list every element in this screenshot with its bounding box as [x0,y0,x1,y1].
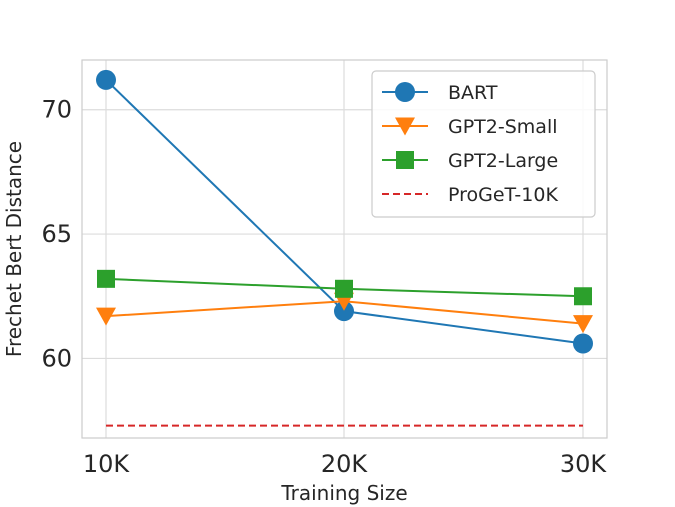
legend-marker [396,151,414,169]
y-tick-label: 70 [41,96,72,124]
x-tick-label: 20K [321,450,369,478]
series-bart [96,69,593,354]
legend-label: GPT2-Small [448,116,558,138]
data-point [573,315,593,334]
plot-area-frame [81,59,608,439]
legend-item: GPT2-Large [382,150,558,172]
legend-label: GPT2-Large [448,150,558,172]
legend-marker [395,82,415,102]
data-point [335,279,353,298]
data-point [574,287,592,306]
x-axis-label: Training Size [280,481,407,505]
x-tick-label: 10K [83,450,131,478]
data-point [97,269,115,288]
legend: BART GPT2-Small GPT2-Large ProGeT-10K [371,70,596,218]
data-point [96,69,116,90]
legend-box [371,70,596,218]
data-point [573,333,593,354]
series-gpt2-large [97,269,592,306]
series-layer [96,69,593,427]
y-tick-label: 65 [41,220,72,248]
data-point [334,301,354,322]
x-tick-label: 30K [560,450,608,478]
legend-marker [395,117,415,136]
y-axis-label: Frechet Bert Distance [2,141,26,357]
y-tick-label: 60 [41,344,72,372]
legend-item: GPT2-Small [382,116,558,138]
tick-labels: 10K 20K 30K 60 65 70 [41,96,607,478]
legend-item: ProGeT-10K [382,184,558,206]
legend-label: ProGeT-10K [448,184,558,206]
data-point [96,307,116,326]
legend-label: BART [448,82,498,104]
legend-item: BART [382,82,498,104]
